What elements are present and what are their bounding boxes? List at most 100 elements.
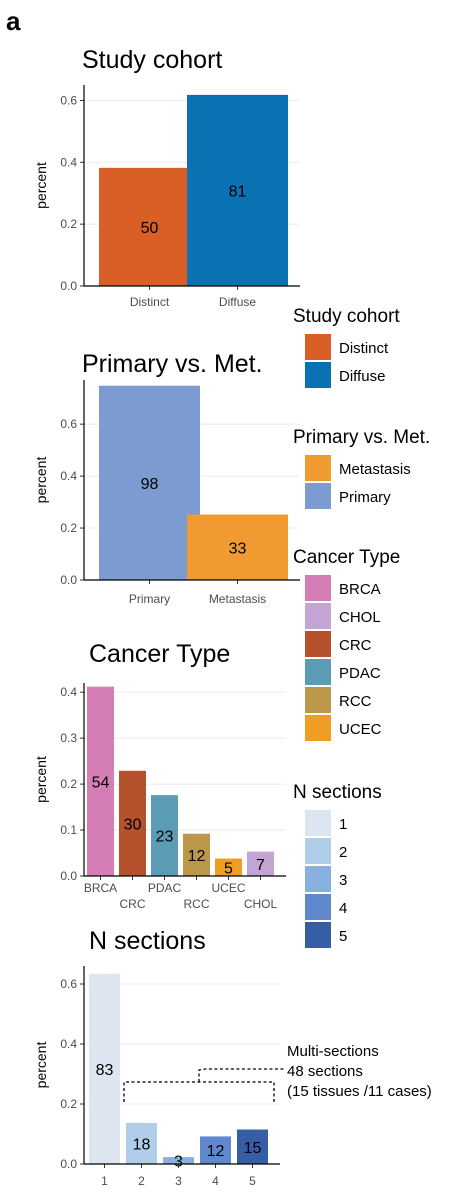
- y-tick-label: 0.6: [60, 93, 77, 107]
- data-label: 50: [141, 220, 159, 237]
- legend-label: 1: [339, 816, 347, 833]
- y-tick-label: 0.2: [60, 217, 77, 231]
- bar-Metastasis: [187, 514, 288, 580]
- y-tick-label: 0.0: [60, 1157, 77, 1171]
- legend-label: Metastasis: [339, 461, 411, 478]
- data-label: 5: [224, 860, 233, 877]
- legend-title: Primary vs. Met.: [293, 427, 430, 448]
- annotation-line-2: 48 sections: [287, 1063, 363, 1080]
- bar-PDAC: [151, 795, 178, 876]
- legend-1: Primary vs. Met. Metastasis Primary: [293, 427, 430, 509]
- y-axis-label: percent: [33, 162, 49, 209]
- x-tick-label: Metastasis: [209, 592, 266, 606]
- x-tick-label: Primary: [129, 592, 170, 606]
- chart-1: Primary vs. Met. 0.0 0.2 0.4 0.6 percent 98 Pri…: [33, 350, 300, 606]
- legend-3: N sections 1 2 3 4 5: [293, 782, 382, 948]
- chart-title: Cancer Type: [89, 640, 230, 668]
- legend-swatch-RCC: [305, 687, 331, 713]
- legend-swatch-Distinct: [305, 334, 331, 360]
- legends-group: Study cohort Distinct Diffuse Primary vs. M…: [293, 306, 430, 948]
- data-label: 18: [133, 1136, 151, 1153]
- bar-2: [126, 1122, 157, 1164]
- chart-title: N sections: [89, 927, 206, 955]
- legend-2: Cancer Type BRCA CHOL CRC PDAC RCC UCEC: [293, 547, 400, 741]
- legend-swatch-CRC: [305, 631, 331, 657]
- x-tick-label: PDAC: [148, 881, 182, 895]
- legend-swatch-2: [305, 838, 331, 864]
- legend-label: Diffuse: [339, 368, 385, 385]
- legend-0: Study cohort Distinct Diffuse: [293, 306, 400, 388]
- y-tick-label: 0.1: [60, 823, 77, 837]
- legend-label: CRC: [339, 637, 372, 654]
- annotation-line-3: (15 tissues /11 cases): [287, 1083, 432, 1100]
- y-tick-label: 0.0: [60, 573, 77, 587]
- x-tick-label: RCC: [184, 897, 210, 911]
- y-axis-label: percent: [33, 1042, 49, 1089]
- legend-swatch-3: [305, 866, 331, 892]
- chart-2: Cancer Type 0.0 0.1 0.2 0.3 0.4 percent 54 BRCA 3…: [33, 640, 286, 911]
- chart-0: Study cohort 0.0 0.2 0.4 0.6 percent 50 Distinc…: [33, 46, 300, 309]
- data-label: 12: [188, 848, 206, 865]
- x-tick-label: CRC: [120, 897, 146, 911]
- y-axis-label: percent: [33, 756, 49, 803]
- legend-label: Primary: [339, 489, 391, 506]
- legend-label: Distinct: [339, 340, 389, 357]
- data-label: 54: [92, 774, 110, 791]
- legend-swatch-CHOL: [305, 603, 331, 629]
- legend-swatch-PDAC: [305, 659, 331, 685]
- data-label: 3: [174, 1154, 183, 1171]
- y-tick-label: 0.2: [60, 1097, 77, 1111]
- bar-1: [89, 973, 120, 1164]
- bar-RCC: [183, 833, 210, 876]
- legend-title: N sections: [293, 782, 382, 803]
- y-axis-label: percent: [33, 457, 49, 504]
- legend-swatch-BRCA: [305, 575, 331, 601]
- x-tick-label: 4: [212, 1174, 219, 1188]
- y-tick-label: 0.3: [60, 731, 77, 745]
- x-tick-label: UCEC: [211, 881, 245, 895]
- bar-Distinct: [99, 167, 200, 286]
- legend-label: 3: [339, 872, 347, 889]
- legend-label: 4: [339, 900, 347, 917]
- x-tick-label: 1: [101, 1174, 108, 1188]
- y-tick-label: 0.0: [60, 279, 77, 293]
- x-tick-label: 3: [175, 1174, 182, 1188]
- bar-3: [163, 1157, 194, 1164]
- bar-Diffuse: [187, 94, 288, 286]
- data-label: 7: [256, 857, 265, 874]
- data-label: 83: [96, 1062, 114, 1079]
- legend-swatch-Diffuse: [305, 362, 331, 388]
- legend-label: RCC: [339, 693, 372, 710]
- data-label: 81: [229, 183, 247, 200]
- legend-label: 2: [339, 844, 347, 861]
- bar-CRC: [119, 770, 146, 876]
- data-label: 12: [207, 1143, 225, 1160]
- bar-BRCA: [87, 686, 114, 876]
- data-label: 30: [124, 816, 142, 833]
- legend-label: BRCA: [339, 581, 381, 598]
- data-label: 98: [141, 476, 159, 493]
- bar-CHOL: [247, 851, 274, 876]
- data-label: 23: [156, 829, 174, 846]
- bar-5: [237, 1129, 268, 1164]
- x-tick-label: Distinct: [130, 295, 170, 309]
- y-tick-label: 0.6: [60, 977, 77, 991]
- multi-sections-bracket: [123, 1068, 286, 1102]
- x-tick-label: 5: [249, 1174, 256, 1188]
- legend-title: Cancer Type: [293, 547, 400, 568]
- data-label: 33: [229, 540, 247, 557]
- legend-label: PDAC: [339, 665, 381, 682]
- legend-swatch-Metastasis: [305, 455, 331, 481]
- legend-swatch-4: [305, 894, 331, 920]
- legend-swatch-UCEC: [305, 715, 331, 741]
- legend-label: 5: [339, 928, 347, 945]
- data-label: 15: [244, 1140, 262, 1157]
- legend-swatch-1: [305, 810, 331, 836]
- legend-swatch-5: [305, 922, 331, 948]
- bar-4: [200, 1136, 231, 1164]
- x-tick-label: CHOL: [244, 897, 278, 911]
- y-tick-label: 0.4: [60, 1037, 77, 1051]
- bar-Primary: [99, 385, 200, 580]
